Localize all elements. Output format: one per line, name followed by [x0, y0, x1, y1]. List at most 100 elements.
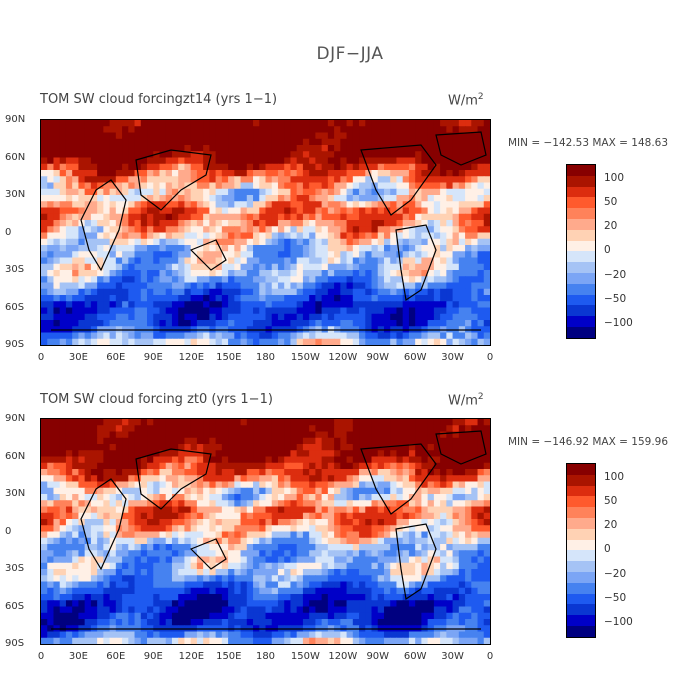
heatmap-cell [440, 270, 447, 277]
heatmap-cell [41, 313, 48, 321]
heatmap-cell [359, 575, 366, 583]
heatmap-cell [396, 295, 404, 302]
heatmap-cell [277, 238, 285, 246]
heatmap-cell [103, 600, 111, 608]
heatmap-cell [53, 170, 61, 177]
heatmap-cell [471, 487, 479, 495]
heatmap-cell [290, 307, 298, 315]
heatmap-cell [59, 469, 67, 476]
heatmap-cell [340, 494, 348, 501]
heatmap-cell [53, 562, 61, 570]
heatmap-cell [465, 320, 472, 327]
heatmap-cell [41, 587, 48, 595]
heatmap-cell [427, 288, 435, 296]
heatmap-cell [259, 437, 267, 445]
heatmap-cell [41, 301, 48, 309]
heatmap-cell [209, 437, 217, 445]
heatmap-cell [446, 575, 454, 583]
heatmap-cell [284, 138, 292, 146]
heatmap-cell [134, 425, 142, 433]
heatmap-cell [159, 537, 167, 545]
heatmap-cell [359, 126, 366, 134]
heatmap-cell [184, 600, 192, 608]
heatmap-cell [103, 163, 111, 171]
heatmap-cell [165, 270, 173, 277]
heatmap-cell [390, 556, 398, 564]
heatmap-cell [346, 562, 354, 570]
heatmap-cell [408, 512, 416, 520]
heatmap-cell [471, 132, 479, 140]
heatmap-cell [427, 469, 435, 476]
heatmap-cell [228, 313, 235, 321]
heatmap-cell [415, 157, 423, 165]
heatmap-cell [259, 188, 267, 196]
heatmap-cell [359, 587, 366, 595]
heatmap-cell [246, 126, 254, 134]
heatmap-cell [122, 550, 129, 558]
heatmap-cell [78, 138, 86, 146]
heatmap-cell [178, 145, 186, 152]
heatmap-cell [371, 332, 379, 340]
heatmap-cell [203, 132, 210, 140]
heatmap-cell [122, 320, 129, 327]
heatmap-cell [359, 594, 366, 601]
heatmap-cell [390, 444, 398, 451]
heatmap-cell [465, 332, 472, 340]
heatmap-cell [340, 251, 348, 259]
heatmap-cell [246, 270, 254, 277]
heatmap-cell [284, 332, 292, 340]
heatmap-cell [365, 270, 373, 277]
heatmap-cell [171, 282, 179, 290]
heatmap-cell [178, 332, 186, 340]
heatmap-cell [90, 120, 98, 127]
heatmap-cell [84, 594, 92, 601]
heatmap-cell [440, 195, 447, 202]
heatmap-cell [408, 176, 416, 184]
heatmap-cell [334, 138, 341, 146]
heatmap-cell [246, 313, 254, 321]
heatmap-cell [246, 263, 254, 271]
heatmap-cell [240, 487, 248, 495]
heatmap-cell [215, 612, 223, 620]
heatmap-cell [321, 188, 329, 196]
heatmap-cell [159, 145, 167, 152]
heatmap-cell [53, 456, 61, 464]
heatmap-cell [234, 301, 242, 309]
heatmap-cell [209, 619, 217, 626]
heatmap-cell [421, 251, 429, 259]
heatmap-cell [153, 207, 161, 215]
heatmap-cell [290, 188, 298, 196]
heatmap-cell [452, 220, 460, 227]
heatmap-cell [253, 270, 260, 277]
heatmap-cell [452, 195, 460, 202]
heatmap-cell [240, 132, 248, 140]
heatmap-cell [471, 332, 479, 340]
heatmap-cell [365, 170, 373, 177]
heatmap-cell [196, 207, 204, 215]
heatmap-cell [128, 213, 136, 221]
x-tick-label: 150W [290, 352, 320, 363]
heatmap-cell [203, 245, 210, 252]
heatmap-cell [340, 425, 348, 433]
heatmap-cell [196, 195, 204, 202]
heatmap-cell [284, 195, 292, 202]
heatmap-cell [228, 444, 235, 451]
heatmap-cell [402, 612, 410, 620]
figure-title: DJF−JJA [316, 44, 384, 64]
heatmap-cell [147, 301, 154, 309]
heatmap-cell [53, 251, 61, 259]
heatmap-cell [383, 332, 391, 340]
heatmap-cell [433, 550, 441, 558]
heatmap-cell [153, 575, 161, 583]
heatmap-cell [471, 556, 479, 564]
heatmap-cell [209, 176, 217, 184]
heatmap-cell [396, 450, 404, 458]
heatmap-cell [315, 500, 323, 508]
heatmap-cell [109, 138, 117, 146]
heatmap-cell [446, 450, 454, 458]
heatmap-cell [53, 550, 61, 558]
heatmap-cell [90, 151, 98, 159]
heatmap-cell [415, 475, 423, 483]
heatmap-cell [84, 138, 92, 146]
heatmap-cell [41, 176, 48, 184]
